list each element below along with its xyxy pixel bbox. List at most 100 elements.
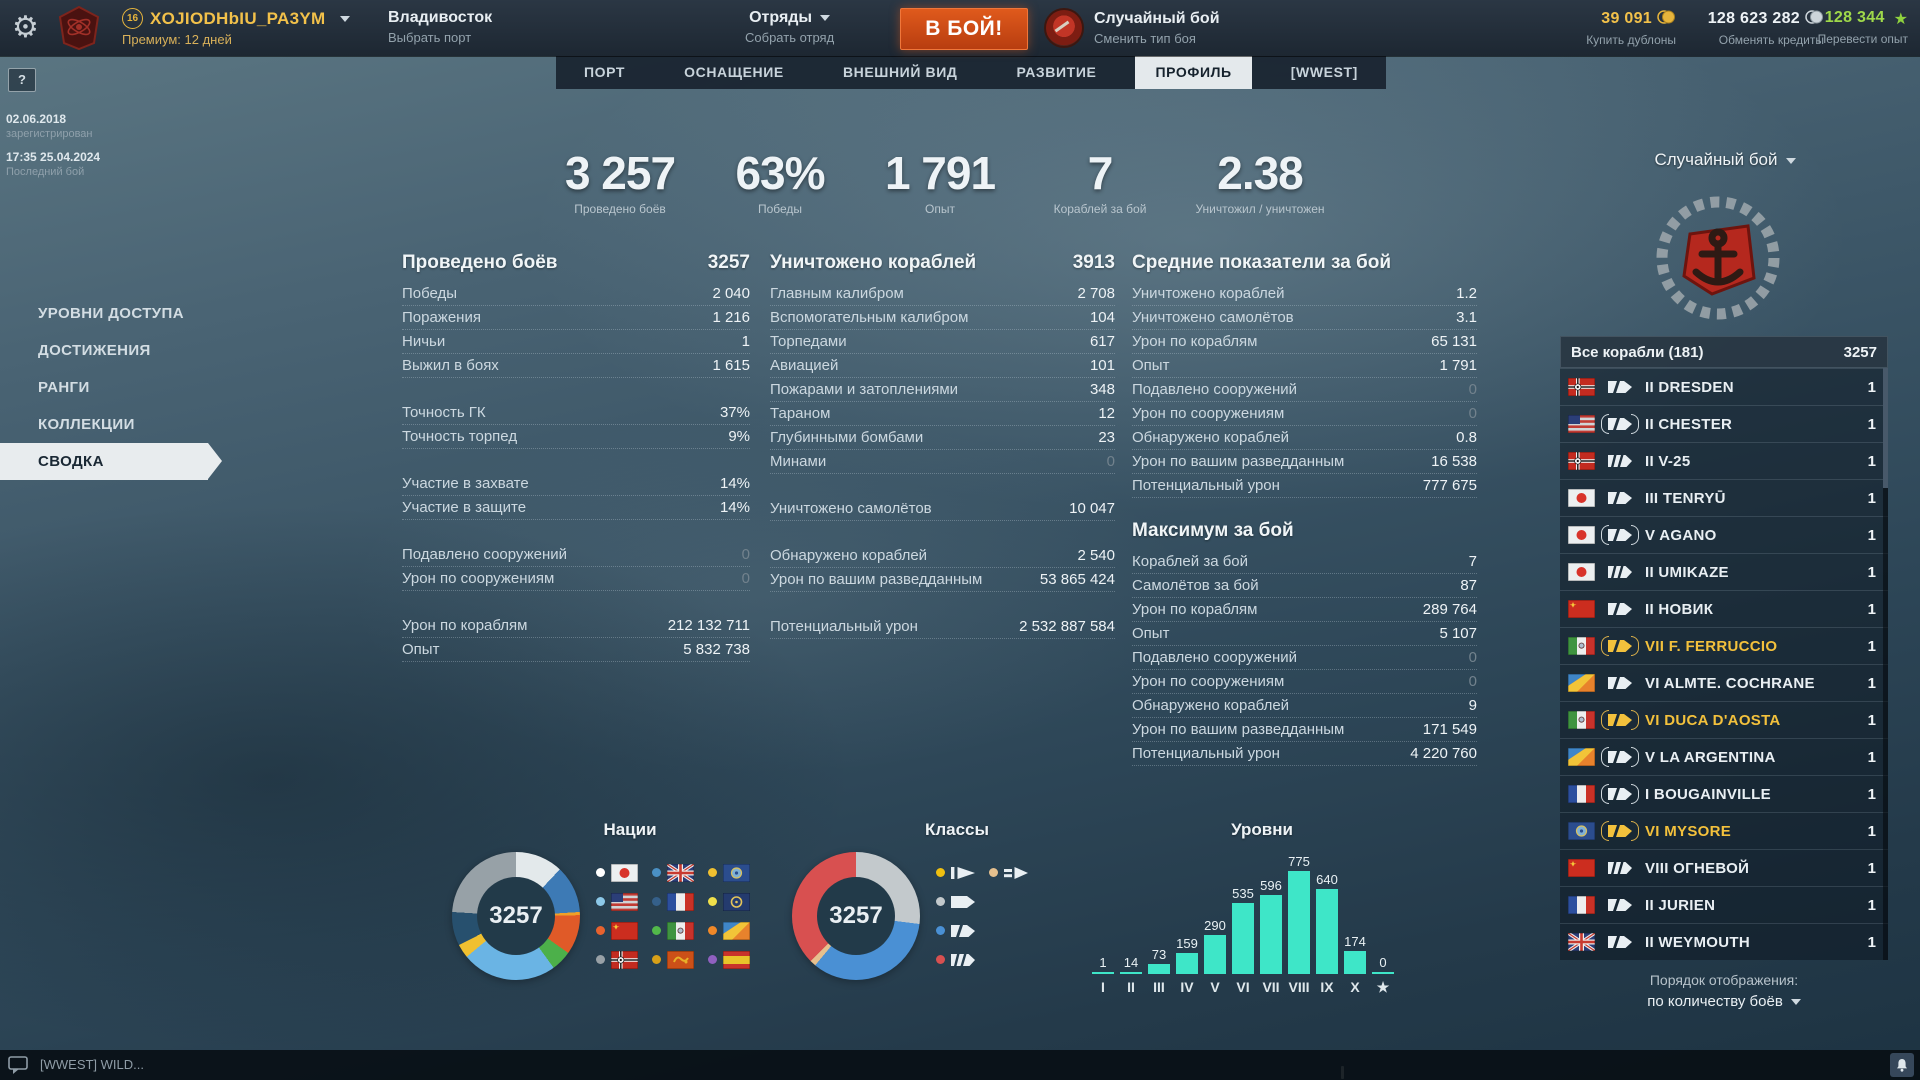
tab-порт[interactable]: ПОРТ: [584, 64, 626, 80]
currency-doubloons[interactable]: 39 091 Купить дублоны: [1586, 9, 1676, 47]
chart-title: Классы: [924, 820, 990, 839]
battle-type-title: Случайный бой: [1094, 10, 1220, 27]
ship-list-title: Все корабли (181): [1571, 343, 1704, 361]
italy-flag-icon: [1567, 636, 1596, 656]
ship-list-header[interactable]: Все корабли (181) 3257: [1560, 336, 1888, 368]
europe-flag-icon: [722, 892, 751, 911]
stats-battle-type-dropdown[interactable]: Случайный бой: [1600, 150, 1850, 170]
bar-column: 73: [1148, 947, 1170, 974]
stat-row: Опыт 5 107: [1132, 623, 1477, 646]
legend-dot: [936, 955, 945, 964]
ship-row-vi-duca-d-aosta[interactable]: VI DUCA D'AOSTA 1: [1560, 701, 1888, 738]
ship-name: I BOUGAINVILLE: [1645, 785, 1771, 803]
ship-row-iii-tenry[interactable]: III TENRYŪ 1: [1560, 479, 1888, 516]
chart-title: Нации: [603, 820, 657, 839]
cruiser-class-icon: [1608, 751, 1632, 763]
sidebar-item-сводка[interactable]: СВОДКА: [0, 443, 222, 480]
settings-gear-icon[interactable]: ⚙: [12, 11, 39, 44]
stat-row: Урон по вашим разведданным 53 865 424: [770, 569, 1115, 592]
sidebar-item-коллекции[interactable]: КОЛЛЕКЦИИ: [38, 416, 135, 433]
tiers-chart: Уровни 1 14 73 159 290 535 596 775 640 174 0 I II III I…: [1092, 820, 1432, 996]
bar-value: 775: [1288, 854, 1310, 869]
cruiser-class-icon: [1608, 825, 1632, 837]
section-header: Уничтожено кораблей 3913: [770, 252, 1115, 273]
sidebar-item-уровни-доступа[interactable]: УРОВНИ ДОСТУПА: [38, 305, 184, 322]
ship-row-ii-новик[interactable]: II НОВИК 1: [1560, 590, 1888, 627]
ship-battles-count: 1: [1867, 896, 1876, 914]
legend-item: [989, 864, 1028, 882]
help-button[interactable]: ?: [8, 68, 36, 92]
germany-flag-icon: [1567, 377, 1596, 397]
battle-type-emblem: [1650, 190, 1786, 331]
sidebar-item-достижения[interactable]: ДОСТИЖЕНИЯ: [38, 342, 151, 359]
battle-type-selector[interactable]: Случайный бой Сменить тип боя: [1044, 8, 1220, 48]
chat-last-message[interactable]: [WWEST] WILD...: [40, 1057, 144, 1072]
currency-free-xp[interactable]: 128 344 ★ Перевести опыт: [1818, 9, 1908, 46]
currency-credits[interactable]: 128 623 282 Обменять кредиты: [1708, 9, 1824, 47]
ship-row-v-agano[interactable]: V AGANO 1: [1560, 516, 1888, 553]
ship-row-vi-mysore[interactable]: VI MYSORE 1: [1560, 812, 1888, 849]
legend-item: [596, 950, 639, 969]
ship-row-vii-f-ferruccio[interactable]: VII F. FERRUCCIO 1: [1560, 627, 1888, 664]
ship-name: VI MYSORE: [1645, 822, 1732, 840]
ship-row-ii-v-25[interactable]: II V-25 1: [1560, 442, 1888, 479]
tab-wwest[interactable]: [WWEST]: [1290, 64, 1358, 80]
sort-order-dropdown[interactable]: по количеству боёв: [1560, 993, 1888, 1010]
port-selector[interactable]: Владивосток Выбрать порт: [388, 9, 492, 45]
notifications-button[interactable]: [1890, 1053, 1914, 1077]
stat-row: Обнаружено кораблей 2 540: [770, 545, 1115, 568]
tab-оснащение[interactable]: ОСНАЩЕНИЕ: [684, 64, 784, 80]
section-header: Средние показатели за бой: [1132, 252, 1392, 273]
uk-flag-icon: [666, 862, 695, 883]
axis-tick: V: [1210, 979, 1220, 995]
stats-column-destroyed: Уничтожено кораблей 3913 Главным калибром 2…: [770, 252, 1115, 661]
ship-row-v-la-argentina[interactable]: V LA ARGENTINA 1: [1560, 738, 1888, 775]
ship-name: II DRESDEN: [1645, 378, 1734, 396]
axis-tick: VIII: [1288, 979, 1310, 995]
ship-battles-count: 1: [1867, 748, 1876, 766]
bar-value: 174: [1344, 934, 1366, 949]
profile-side-menu: УРОВНИ ДОСТУПА ДОСТИЖЕНИЯ РАНГИ КОЛЛЕКЦИИ СВ…: [0, 295, 222, 480]
ship-row-ii-dresden[interactable]: II DRESDEN 1: [1560, 368, 1888, 405]
last-battle-date: 17:35 25.04.2024: [6, 150, 101, 164]
premium-status: Премиум: 12 дней: [122, 32, 232, 47]
ship-row-ii-jurien[interactable]: II JURIEN 1: [1560, 886, 1888, 923]
stat-row: Тараном 12: [770, 403, 1115, 426]
ship-row-ii-umikaze[interactable]: II UMIKAZE 1: [1560, 553, 1888, 590]
axis-tick: II: [1127, 979, 1135, 995]
ship-row-ii-chester[interactable]: II CHESTER 1: [1560, 405, 1888, 442]
bar: [1148, 964, 1170, 974]
hero-stat: 3 257 Проведено боёв: [540, 146, 700, 216]
ship-row-viii-огневой[interactable]: VIII ОГНЕВОЙ 1: [1560, 849, 1888, 886]
ship-battles-count: 1: [1867, 674, 1876, 692]
ship-row-vi-almte-cochrane[interactable]: VI ALMTE. COCHRANE 1: [1560, 664, 1888, 701]
squad-action: Собрать отряд: [745, 30, 835, 45]
squad-selector[interactable]: Отряды Собрать отряд: [745, 9, 834, 45]
tab-внешний-вид[interactable]: ВНЕШНИЙ ВИД: [842, 64, 958, 80]
bar-column: 640: [1316, 872, 1338, 974]
sidebar-item-ранги[interactable]: РАНГИ: [38, 379, 90, 396]
player-block[interactable]: 16 XOJIODHbIU_PA3YM Премиум: 12 дней: [122, 8, 351, 47]
tab-профиль[interactable]: ПРОФИЛЬ: [1135, 56, 1252, 89]
tab-развитие[interactable]: РАЗВИТИЕ: [1016, 64, 1097, 80]
legend-dot: [936, 926, 945, 935]
scrollbar-thumb[interactable]: [1883, 368, 1888, 488]
destroyer-class-icon: [1608, 455, 1632, 467]
stat-row: Подавлено сооружений 0: [402, 544, 750, 567]
clan-emblem-icon[interactable]: [58, 5, 100, 56]
legend-dot: [652, 955, 661, 964]
cruiser-class-icon: [1608, 640, 1632, 652]
ship-name: II WEYMOUTH: [1645, 933, 1750, 951]
ship-row-ii-weymouth[interactable]: II WEYMOUTH 1: [1560, 923, 1888, 960]
ship-row-i-bougainville[interactable]: I BOUGAINVILLE 1: [1560, 775, 1888, 812]
battle-button[interactable]: В БОЙ!: [900, 8, 1028, 50]
usa-flag-icon: [610, 892, 639, 911]
chart-title: Уровни: [1231, 820, 1293, 839]
currency-value: 128 344: [1824, 9, 1885, 26]
submarine-class-icon: [1004, 866, 1028, 879]
cruiser-class-icon: [1608, 492, 1632, 504]
ship-list-scrollbar[interactable]: [1883, 368, 1888, 960]
chat-icon[interactable]: [8, 1055, 30, 1080]
bar-column: 1: [1092, 955, 1114, 974]
last-battle-label: Последний бой: [6, 166, 85, 178]
